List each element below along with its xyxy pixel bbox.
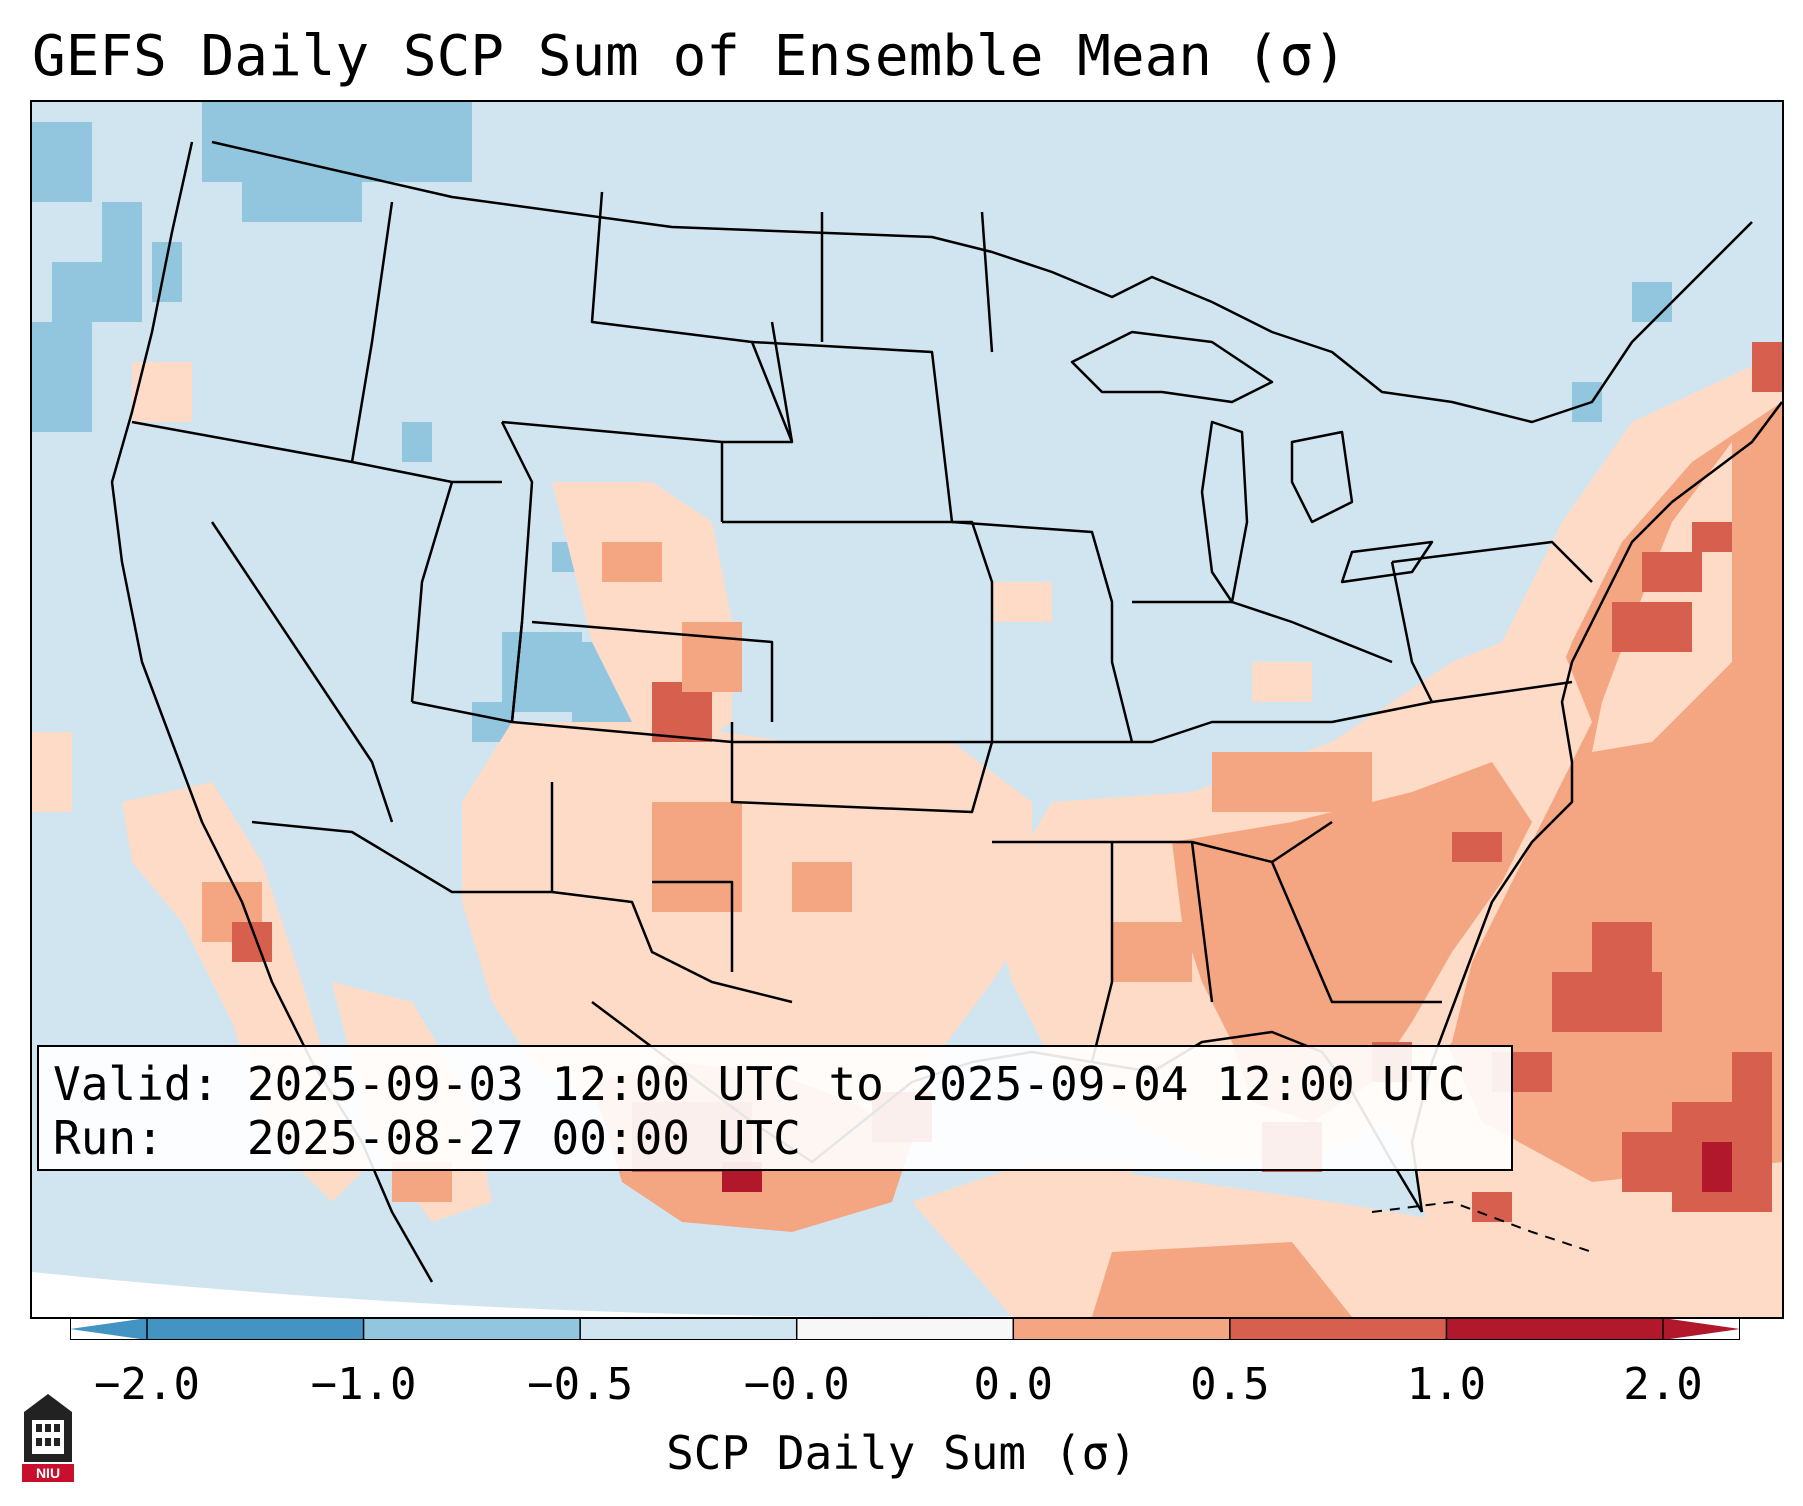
colorbar-tick-label: −2.0 xyxy=(94,1359,200,1410)
valid-run-info-box: Valid: 2025-09-03 12:00 UTC to 2025-09-0… xyxy=(37,1045,1513,1171)
run-value: 2025-08-27 00:00 UTC xyxy=(246,1111,801,1165)
colorbar-tick-label: 2.0 xyxy=(1623,1359,1703,1410)
valid-value: 2025-09-03 12:00 UTC to 2025-09-04 12:00… xyxy=(246,1057,1466,1111)
bahamas-islands xyxy=(1371,1200,1593,1253)
colorbar-bin xyxy=(580,1318,798,1340)
colorbar-tick-label: −0.5 xyxy=(527,1359,634,1410)
colorbar-bin xyxy=(1446,1318,1664,1340)
colorbar-bin xyxy=(796,1318,1014,1340)
run-label: Run: xyxy=(53,1111,164,1165)
lake-erie xyxy=(1340,540,1434,584)
colorbar-extend-low xyxy=(70,1318,147,1340)
lake-superior xyxy=(1070,330,1274,404)
us-mexico-border xyxy=(251,820,793,1004)
colorbar-tick-label: −0.0 xyxy=(743,1359,850,1410)
colorbar-bin xyxy=(147,1318,365,1340)
chart-title: GEFS Daily SCP Sum of Ensemble Mean (σ) xyxy=(32,24,1347,89)
lake-huron xyxy=(1290,430,1354,524)
colorbar-tick-label: 1.0 xyxy=(1406,1359,1487,1410)
colorbar-extend-high xyxy=(1663,1318,1740,1340)
colorbar-tick-label: −1.0 xyxy=(310,1359,417,1410)
us-canada-border xyxy=(211,140,1753,424)
logo-text: NIU xyxy=(36,1465,60,1481)
colorbar-bin xyxy=(1013,1318,1231,1340)
colorbar-label: SCP Daily Sum (σ) xyxy=(666,1426,1137,1480)
university-seal-icon: NIU xyxy=(22,1394,74,1482)
colorbar xyxy=(70,1318,1740,1340)
colorbar-bin xyxy=(363,1318,581,1340)
valid-label: Valid: xyxy=(53,1057,220,1111)
colorbar-tick-label: 0.5 xyxy=(1190,1359,1270,1410)
colorbar-bin xyxy=(1229,1318,1447,1340)
atlantic-coastline xyxy=(1410,401,1782,1213)
colorbar-tick-label: 0.0 xyxy=(973,1359,1054,1410)
